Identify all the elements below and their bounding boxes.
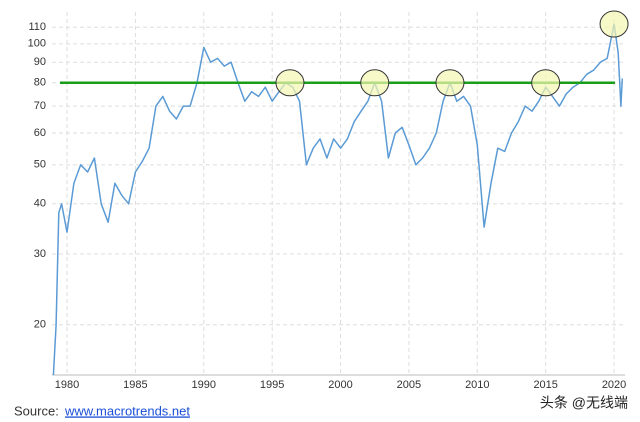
x-tick-label: 2010 — [465, 379, 489, 391]
highlight-circle — [435, 69, 465, 97]
y-tick-label: 60 — [34, 127, 46, 139]
y-tick-label: 20 — [34, 319, 46, 331]
highlight-circle — [599, 10, 629, 38]
x-tick-label: 2020 — [602, 379, 626, 391]
y-tick-label: 100 — [28, 38, 46, 50]
source-link[interactable]: www.macrotrends.net — [64, 403, 190, 418]
y-tick-label: 30 — [34, 248, 46, 260]
highlight-circle — [360, 69, 390, 97]
y-tick-label: 40 — [34, 198, 46, 210]
data-line — [52, 23, 624, 376]
y-tick-label: 50 — [34, 159, 46, 171]
y-tick-label: 90 — [34, 56, 46, 68]
y-tick-label: 110 — [28, 21, 46, 33]
source-label: Source: — [14, 403, 59, 418]
x-tick-label: 2000 — [328, 379, 352, 391]
x-tick-label: 1985 — [123, 379, 147, 391]
highlight-circle — [531, 69, 561, 97]
y-tick-label: 70 — [34, 100, 46, 112]
x-tick-label: 2005 — [397, 379, 421, 391]
x-tick-label: 1995 — [260, 379, 284, 391]
watermark: 头条 @无线端 — [540, 395, 628, 411]
highlight-circle — [275, 69, 305, 97]
x-tick-label: 2015 — [533, 379, 557, 391]
y-tick-label: 80 — [34, 77, 46, 89]
x-tick-label: 1980 — [55, 379, 79, 391]
x-tick-label: 1990 — [192, 379, 216, 391]
